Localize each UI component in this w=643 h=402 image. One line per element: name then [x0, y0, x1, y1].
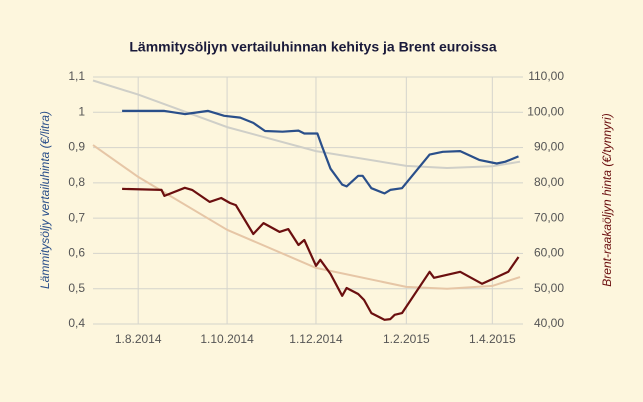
y-tick-label: 0,4: [68, 316, 85, 330]
y2-tick-label: 40,00: [534, 316, 564, 330]
line: [122, 109, 519, 195]
x-tick-label: 1.12.2014: [289, 332, 343, 346]
y2-tick-label: 50,00: [534, 281, 564, 295]
line: [92, 144, 521, 290]
x-tick-label: 1.2.2015: [383, 332, 430, 346]
y-tick-label: 0,8: [68, 175, 85, 189]
x-tick-label: 1.4.2015: [469, 332, 516, 346]
line: [122, 186, 520, 321]
y2-tick-label: 90,00: [534, 140, 564, 154]
y-axis-title: Lämmitysöljy vertailuhinta (€/litra): [38, 111, 52, 289]
x-tick-label: 1.8.2014: [115, 332, 162, 346]
y2-axis-title: Brent-raakaöljyn hinta (€/tynnyri): [600, 113, 614, 286]
y2-tick-label: 70,00: [534, 210, 564, 224]
y-tick-label: 0,7: [68, 210, 85, 224]
y-tick-label: 1: [78, 104, 85, 118]
y-tick-label: 0,9: [68, 140, 85, 154]
y2-tick-label: 100,00: [527, 104, 564, 118]
y2-tick-label: 80,00: [534, 175, 564, 189]
y-tick-label: 0,5: [68, 281, 85, 295]
line: [92, 79, 521, 169]
chart-title: Lämmitysöljyn vertailuhinnan kehitys ja …: [129, 39, 496, 55]
y-tick-label: 1,1: [68, 69, 85, 83]
y2-tick-label: 60,00: [534, 246, 564, 260]
y-tick-label: 0,6: [68, 246, 85, 260]
y2-tick-label: 110,00: [528, 69, 564, 83]
x-tick-label: 1.10.2014: [200, 332, 254, 346]
